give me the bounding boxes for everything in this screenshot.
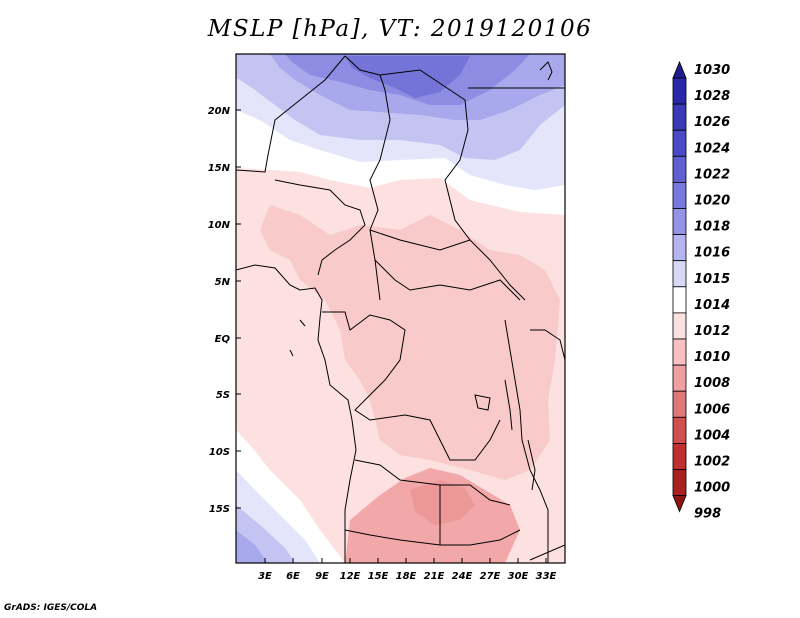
colorbar-swatch [672, 234, 687, 262]
colorbar-swatch [672, 364, 687, 392]
colorbar-label: 1030 [694, 63, 730, 78]
colorbar-label: 1008 [694, 376, 730, 391]
colorbar-label: 1004 [694, 428, 730, 443]
border-congo [322, 311, 501, 461]
lon-label: 6E [286, 571, 300, 582]
border-mozambique [529, 544, 565, 561]
colorbar-swatch [672, 442, 687, 470]
field-1018-southwest [236, 530, 268, 563]
lake-victoria [530, 329, 565, 361]
lat-label: 15N [208, 163, 231, 174]
field-1022-core [345, 56, 470, 98]
lon-label: 33E [536, 571, 557, 582]
pressure-field [236, 54, 565, 563]
lake-malawi [527, 439, 536, 491]
grads-credit: GrADS: IGES/COLA [4, 603, 98, 613]
colorbar-swatch [672, 129, 687, 157]
lake-tanganyika [504, 379, 513, 431]
lon-label: 15E [368, 571, 389, 582]
colorbar-label: 1026 [694, 115, 730, 130]
colorbar-label: 1028 [694, 89, 730, 104]
colorbar-swatch [672, 469, 687, 497]
colorbar-label: 1020 [694, 194, 730, 209]
border-east-africa [504, 319, 549, 563]
colorbar-swatch [672, 390, 687, 418]
colorbar-label: 1010 [694, 350, 730, 365]
lat-label: EQ [215, 334, 231, 345]
colorbar-label: 1015 [694, 272, 730, 287]
field-1006-core [410, 480, 475, 525]
lon-label: 24E [452, 571, 473, 582]
coastlines-borders [236, 55, 565, 563]
colorbar-label: 1024 [694, 141, 730, 156]
colorbar-swatch [672, 103, 687, 131]
colorbar-swatch [672, 77, 687, 105]
colorbar-label: 1016 [694, 246, 730, 261]
lat-label: 15S [209, 504, 230, 515]
border-chad-sudan [379, 69, 526, 301]
colorbar-cap-top [672, 60, 687, 79]
field-1010-central [260, 205, 560, 480]
colorbar-label: 1022 [694, 167, 730, 182]
map-frame [235, 53, 566, 564]
west-coastline [236, 264, 357, 563]
colorbar: 1030 1028 1026 1024 1022 1020 1018 1016 1015 1014… [672, 60, 730, 522]
colorbar-swatch [672, 260, 687, 288]
border-car-south [374, 259, 521, 301]
lon-label: 3E [258, 571, 272, 582]
colorbar-label: 1002 [694, 455, 730, 470]
longitude-axis: 3E 6E 9E 12E 15E 18E 21E 24E 27E 30E 33E [258, 558, 557, 582]
colorbar-swatch [672, 416, 687, 444]
lon-label: 12E [340, 571, 361, 582]
colorbar-label: 998 [694, 507, 721, 522]
nile-delta [539, 61, 553, 81]
colorbar-label: 1018 [694, 220, 730, 235]
colorbar-swatch [672, 208, 687, 236]
lat-label: 20N [208, 106, 231, 117]
lon-label: 9E [315, 571, 329, 582]
lat-label: 5N [215, 277, 231, 288]
colorbar-swatch [672, 338, 687, 366]
lat-label: 5S [216, 390, 230, 401]
islands [289, 319, 306, 357]
lon-label: 18E [396, 571, 417, 582]
lat-label: 10S [209, 447, 230, 458]
border-northwest [236, 55, 346, 173]
lake-mweru [474, 394, 491, 411]
colorbar-label: 1006 [694, 402, 730, 417]
lat-label: 10N [208, 220, 231, 231]
border-car-north [369, 229, 471, 251]
lon-label: 30E [508, 571, 529, 582]
colorbar-swatch [672, 312, 687, 340]
colorbar-swatch [672, 286, 687, 314]
border-nigeria [274, 179, 366, 276]
colorbar-label: 1000 [694, 481, 730, 496]
colorbar-cap-bottom [672, 495, 687, 513]
border-niger-chad [344, 55, 391, 301]
colorbar-swatch [672, 155, 687, 183]
latitude-axis: 20N 15N 10N 5N EQ 5S 10S 15S [208, 106, 241, 515]
colorbar-label: 1012 [694, 324, 730, 339]
map-title: MSLP [hPa], VT: 2019120106 [207, 16, 593, 42]
colorbar-swatch [672, 181, 687, 209]
lon-label: 21E [424, 571, 445, 582]
lon-label: 27E [480, 571, 501, 582]
colorbar-label: 1014 [694, 298, 730, 313]
